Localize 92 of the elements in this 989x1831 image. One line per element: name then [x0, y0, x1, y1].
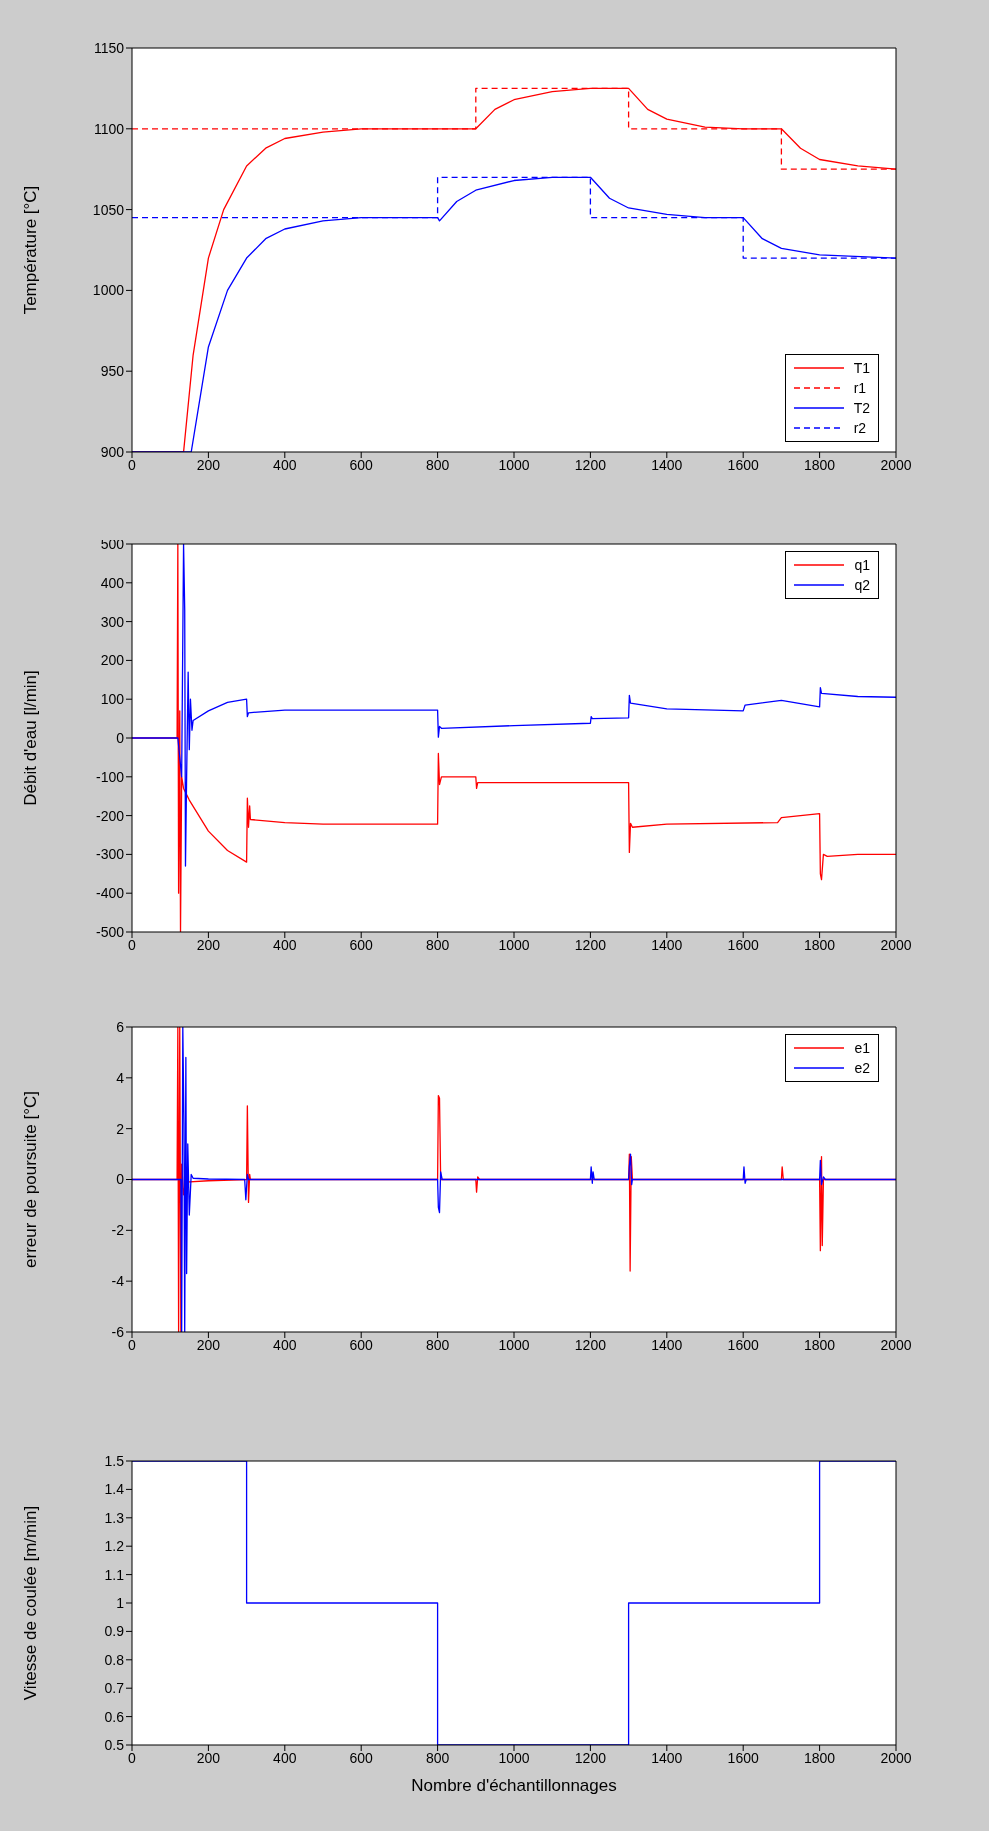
y-axis-title: Température [°C]	[21, 185, 41, 315]
y-tick-label: 400	[100, 574, 125, 591]
x-tick-label: 600	[349, 1336, 374, 1353]
y-tick-label: -300	[95, 846, 125, 863]
x-tick-label: 1600	[727, 456, 759, 473]
legend-label: T1	[853, 359, 870, 378]
y-tick-label: 0.9	[104, 1623, 125, 1640]
y-tick-label: 0.6	[104, 1708, 125, 1725]
x-tick-label: 600	[349, 456, 374, 473]
legend-label: q2	[854, 576, 870, 595]
x-tick-label: 1800	[804, 456, 836, 473]
y-tick-label: -400	[95, 885, 125, 902]
x-tick-label: 400	[273, 1749, 297, 1766]
x-tick-label: 1600	[727, 1336, 759, 1353]
y-tick-label: 1150	[93, 39, 125, 56]
x-tick-label: 1600	[727, 936, 759, 953]
x-axis-title: Nombre d'échantillonnages	[411, 1776, 617, 1795]
y-tick-label: 4	[116, 1069, 125, 1086]
x-tick-label: 1800	[804, 1336, 836, 1353]
x-tick-label: 2000	[880, 1336, 912, 1353]
y-tick-label: -100	[95, 768, 125, 785]
y-tick-label: -500	[95, 923, 125, 940]
y-tick-label: -4	[111, 1273, 125, 1290]
x-tick-label: 600	[349, 936, 374, 953]
x-tick-label: 1200	[574, 936, 607, 953]
x-tick-label: 1200	[574, 456, 607, 473]
x-tick-label: 2000	[880, 936, 912, 953]
y-tick-label: 950	[100, 363, 125, 380]
y-tick-label: 1.1	[104, 1566, 125, 1583]
y-tick-label: 0.8	[104, 1651, 125, 1668]
x-tick-label: 1800	[804, 1749, 836, 1766]
x-tick-label: 1200	[574, 1336, 607, 1353]
x-tick-label: 200	[196, 1749, 221, 1766]
x-tick-label: 800	[425, 936, 450, 953]
y-tick-label: 0	[116, 1171, 125, 1188]
legend-label: r1	[853, 379, 867, 398]
legend-label: e2	[854, 1059, 870, 1078]
x-tick-label: 0	[128, 1749, 137, 1766]
y-tick-label: -6	[111, 1323, 125, 1340]
x-tick-label: 800	[425, 456, 450, 473]
y-tick-label: 1	[116, 1594, 125, 1611]
y-axis-title: Débit d'eau [l/min]	[21, 670, 41, 806]
y-tick-label: 100	[100, 691, 125, 708]
y-tick-label: 0.7	[104, 1680, 125, 1697]
x-tick-label: 800	[425, 1749, 450, 1766]
legend-label: q1	[854, 556, 870, 575]
x-tick-label: 400	[273, 1336, 297, 1353]
x-tick-label: 2000	[880, 1749, 912, 1766]
x-tick-label: 200	[196, 936, 221, 953]
legend-label: T2	[853, 399, 870, 418]
x-tick-label: 1600	[727, 1749, 759, 1766]
x-tick-label: 200	[196, 1336, 221, 1353]
x-tick-label: 1000	[498, 1336, 530, 1353]
y-axis-title: erreur de poursuite [°C]	[21, 1091, 41, 1268]
y-tick-label: 1000	[92, 282, 125, 299]
y-tick-label: 1.4	[104, 1481, 125, 1498]
legend-label: e1	[854, 1039, 870, 1058]
y-tick-label: 200	[100, 652, 125, 669]
legend-label: r2	[853, 419, 867, 438]
y-tick-label: 0	[116, 729, 125, 746]
x-tick-label: 400	[273, 456, 297, 473]
y-tick-label: 1100	[93, 120, 125, 137]
y-tick-label: 500	[100, 535, 125, 552]
x-tick-label: 0	[128, 456, 137, 473]
y-tick-label: 0.5	[104, 1736, 125, 1753]
y-axis-title: Vitesse de coulée [m/min]	[21, 1505, 41, 1701]
x-tick-label: 200	[196, 456, 221, 473]
x-tick-label: 1200	[574, 1749, 607, 1766]
x-tick-label: 0	[128, 1336, 137, 1353]
x-tick-label: 1800	[804, 936, 836, 953]
x-tick-label: 600	[349, 1749, 374, 1766]
x-tick-label: 1000	[498, 1749, 530, 1766]
y-tick-label: 900	[100, 443, 125, 460]
x-tick-label: 1000	[498, 456, 530, 473]
x-tick-label: 1400	[651, 1749, 683, 1766]
y-tick-label: 6	[116, 1018, 125, 1035]
y-tick-label: 1050	[92, 201, 125, 218]
x-tick-label: 0	[128, 936, 137, 953]
y-tick-label: 1.5	[104, 1452, 125, 1469]
x-tick-label: 1000	[498, 936, 530, 953]
y-tick-label: 2	[116, 1120, 125, 1137]
y-tick-label: 300	[100, 613, 125, 630]
x-tick-label: 1400	[651, 936, 683, 953]
y-tick-label: -200	[95, 807, 125, 824]
x-tick-label: 400	[273, 936, 297, 953]
x-tick-label: 2000	[880, 456, 912, 473]
y-tick-label: -2	[111, 1222, 125, 1239]
y-tick-label: 1.3	[104, 1509, 125, 1526]
x-tick-label: 800	[425, 1336, 450, 1353]
y-tick-label: 1.2	[104, 1538, 125, 1555]
x-tick-label: 1400	[651, 1336, 683, 1353]
x-tick-label: 1400	[651, 456, 683, 473]
